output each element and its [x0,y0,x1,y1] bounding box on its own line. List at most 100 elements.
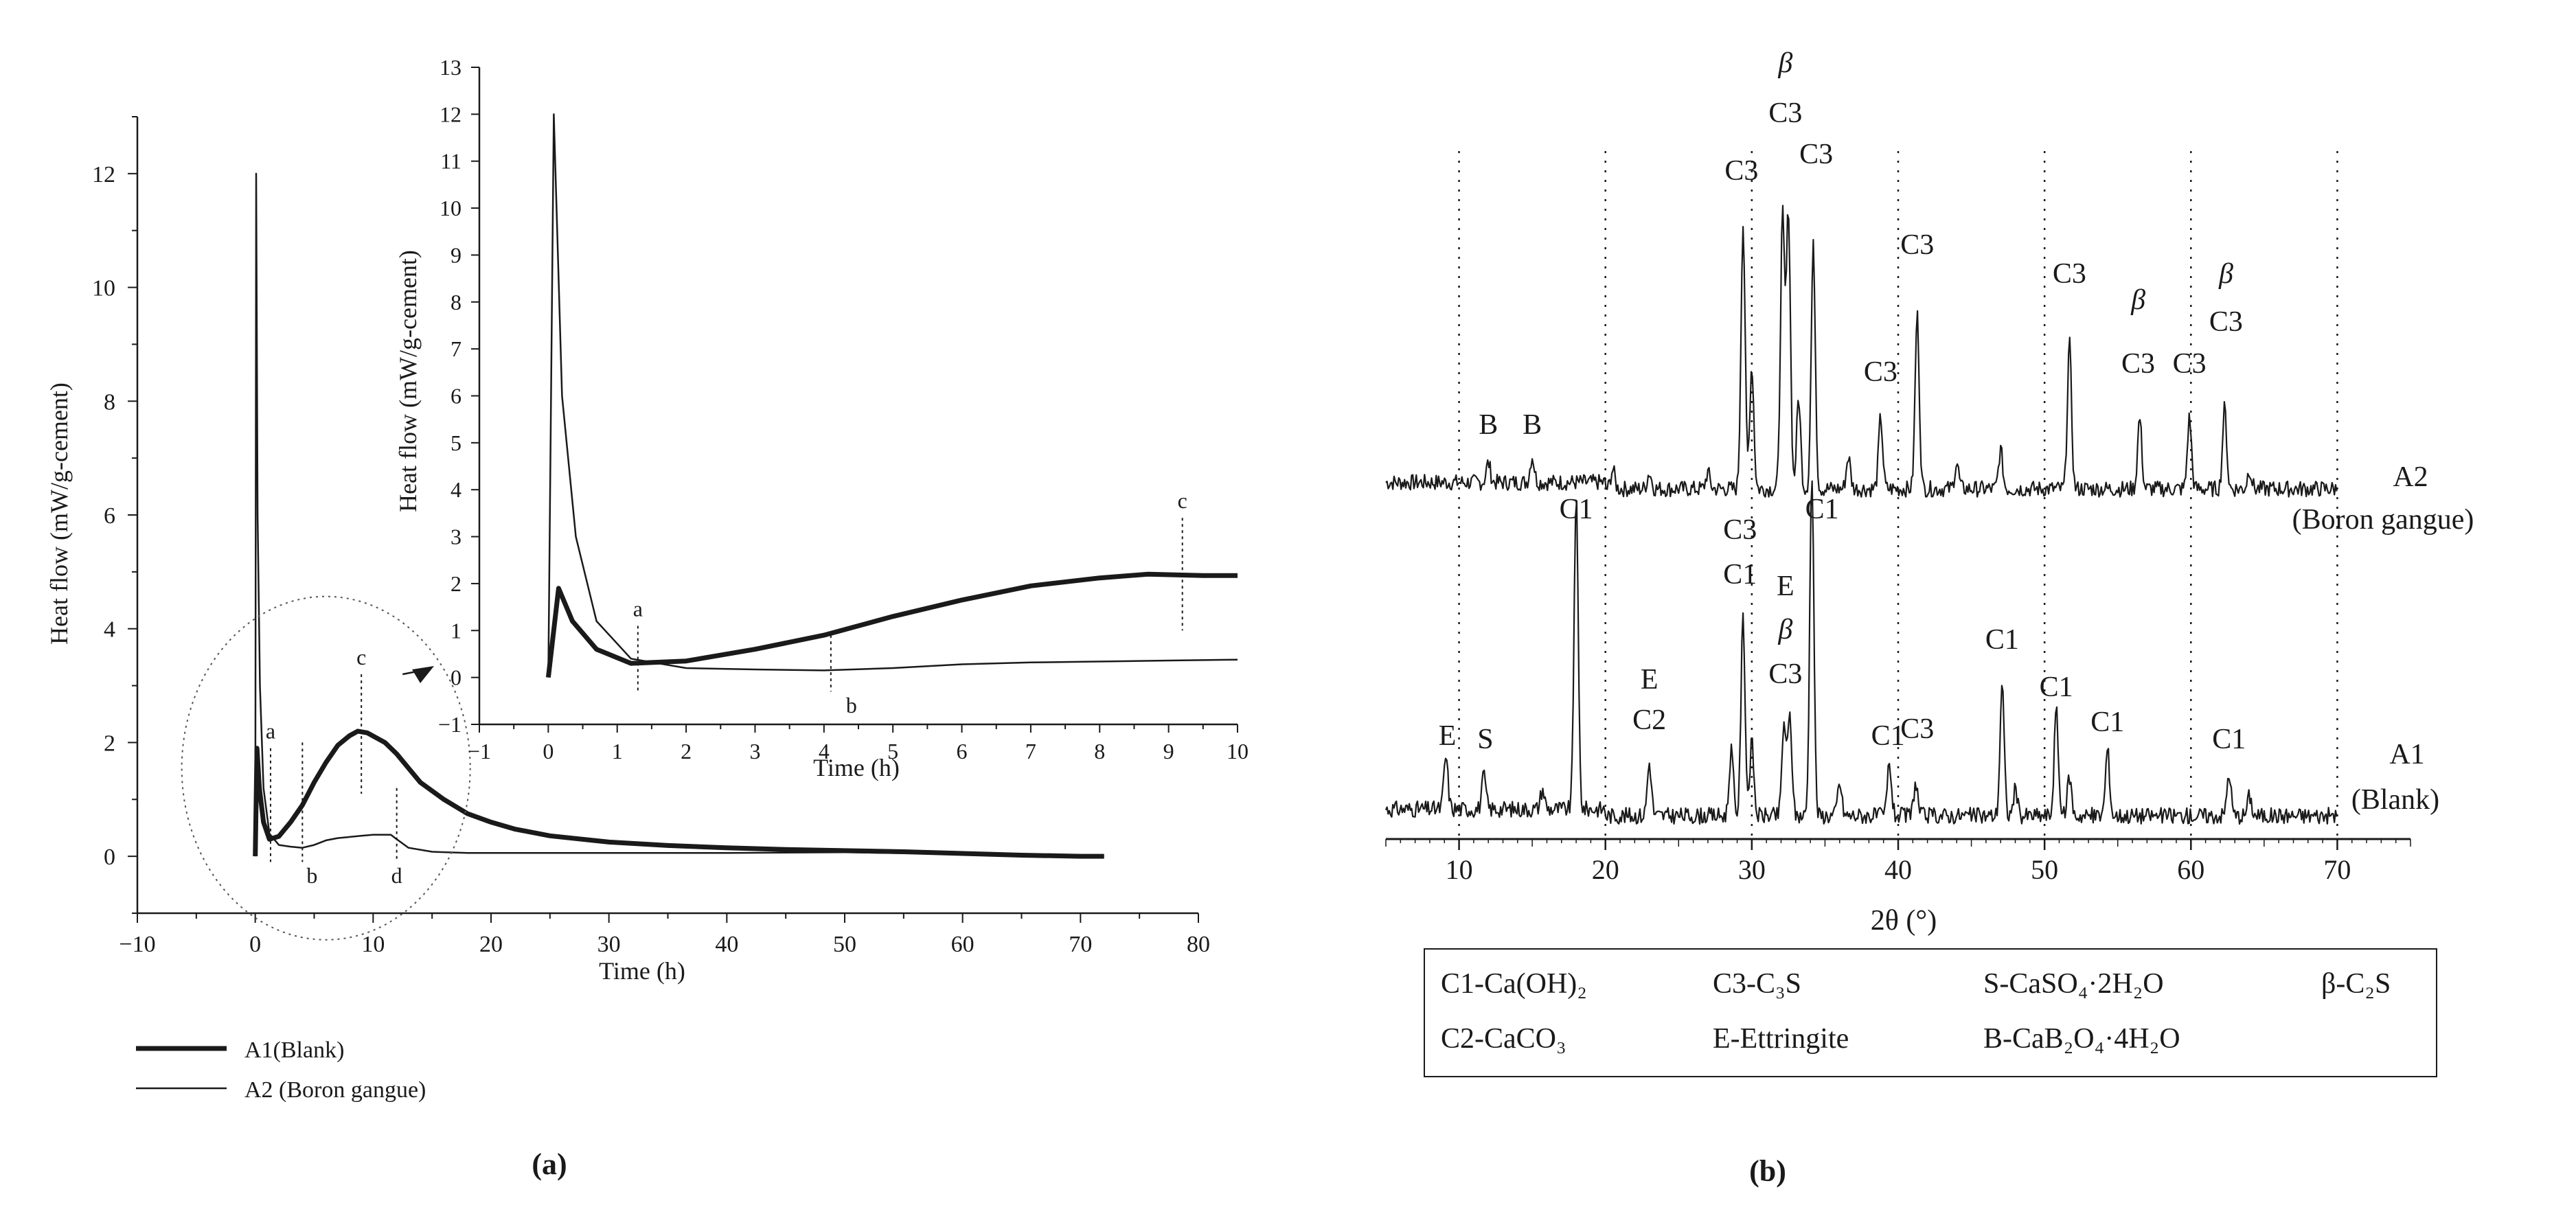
panel-a-label: (a) [532,1147,567,1181]
inset-y-tick-label: 10 [440,196,461,220]
peak-label-a2: β [1777,47,1792,79]
series-a2-line [254,172,1104,858]
inset-marker-label-c: c [1178,488,1187,513]
legend-b: B-CaB₂O₄·4H₂O [1983,1023,2180,1055]
a-y-tick-label: 2 [104,731,115,756]
legend-e: E-Ettringite [1713,1023,1849,1055]
inset-series-a1-line [545,571,1238,678]
inset-x-axis-label: Time (h) [813,754,900,781]
inset-y-tick-label: 11 [440,149,461,174]
inset-x-tick-label: 7 [1025,739,1036,764]
b-x-tick-label: 40 [1884,854,1912,885]
inset-y-tick-label: 13 [440,55,461,80]
a-markers: a b c d [266,645,402,888]
peak-label-a2: C3 [2121,348,2155,380]
peak-label-a2: C3 [1864,356,1897,388]
a-x-tick-label: 20 [479,932,503,957]
a-y-tick-label: 6 [104,503,115,529]
inset-y-tick-label: 2 [451,571,461,596]
peak-label-a2: B [1523,409,1542,441]
b-x-tick-label: 10 [1446,854,1473,885]
legend-label-a1: A1(Blank) [244,1037,344,1063]
a-x-tick-label: 40 [715,932,738,957]
series-label-a2: A2 [2393,461,2428,493]
series-label-a1: A1 [2389,739,2424,770]
panel-b-label: (b) [1749,1154,1786,1188]
peak-label-a1: C3 [1768,658,1802,690]
inset-x-tick-label: −1 [468,739,491,764]
inset-y-tick-label: 9 [451,242,461,267]
peak-label-a2: C3 [2173,348,2207,380]
b-x-tick-label: 70 [2323,854,2351,885]
peak-label-a2: β [2130,284,2145,316]
a-zoom-ellipse [181,595,471,941]
inset-y-tick-label: 5 [451,431,461,455]
peak-label-a2: C3 [2053,258,2086,290]
b-legend-frame [1424,948,2437,1077]
inset-y-tick-label: 6 [451,384,461,409]
inset-series-a2-line [547,113,1238,678]
a-y-tick-label: 12 [92,162,115,187]
a-x-tick-label: −10 [119,932,155,957]
inset-x-tick-label: 0 [543,739,554,764]
peak-label-a1: C1 [2040,672,2073,703]
inset-x-tick-label: 10 [1227,739,1249,764]
a-x-axis-label: Time (h) [599,957,685,985]
inset-y-tick-label: 0 [451,665,461,690]
inset-x-tick-label: 1 [612,739,623,764]
inset-x-tick-label: 2 [681,739,692,764]
peak-label-a1: E [1777,571,1794,602]
peak-label-a2: C3 [2209,306,2243,338]
inset-marker-label-b: b [846,693,857,718]
a-x-tick-label: 50 [833,932,856,957]
a-x-tick-label: 80 [1187,932,1210,957]
a-x-tick-label: 70 [1069,932,1092,957]
inset-y-tick-label: 4 [451,477,461,502]
legend-c2: C2-CaCO₃ [1441,1023,1566,1055]
inset-x-tick-label: 3 [749,739,760,764]
peak-label-a2: C3 [1724,155,1758,187]
peak-label-a2: β [2218,258,2233,290]
a-y-tick-label: 10 [92,276,115,301]
a-x-tick-label: 60 [951,932,974,957]
zoom-ellipse [181,595,471,941]
inset-y-tick-label: 8 [451,290,461,314]
b-axes: 10 20 30 40 50 60 70 [1385,838,2411,885]
inset-marker-label-a: a [633,596,643,621]
inset-x-tick-label: 4 [819,739,830,764]
b-legend-box: C1-Ca(OH)₂ C3-C₃S S-CaSO₄·2H₂O β-C₂S C2-… [1424,948,2437,1077]
peak-label-a1: E [1439,720,1457,752]
peak-label-a1: C1 [1805,494,1839,525]
a-series [253,172,1104,859]
marker-label-d: d [391,863,402,888]
legend-beta: β-C₂S [2321,968,2391,1000]
series-a2-pattern [1385,205,2338,498]
inset-x-tick-label: 9 [1163,739,1174,764]
peak-label-a1: C1 [2090,707,2124,738]
peak-label-a1: C3 [1723,514,1757,546]
a-y-tick-label: 8 [104,389,115,415]
a-legend: A1(Blank) A2 (Boron gangue) [136,1037,426,1103]
zoom-arrow-head [412,666,434,683]
series-label-a1-sub: (Blank) [2351,784,2439,816]
peak-label-a1: S [1477,724,1493,755]
peak-label-a1: C1 [1723,559,1757,590]
peak-label-a1: C1 [1871,720,1905,752]
b-x-axis-label: 2θ (°) [1871,905,1937,937]
inset-y-tick-label: 12 [440,102,461,126]
b-series [1384,205,2338,825]
legend-c1: C1-Ca(OH)₂ [1441,968,1587,1000]
inset-y-tick-label: 1 [451,618,461,643]
series-label-a2-sub: (Boron gangue) [2292,504,2474,536]
a-y-axis-label: Heat flow (mW/g-cement) [45,382,73,645]
a-x-tick-label: 30 [597,932,621,957]
peak-label-a1: β [1777,614,1792,645]
inset-x-tick-label: 5 [887,739,898,764]
series-a1-pattern [1384,480,2338,825]
inset-y-axis-label: Heat flow (mW/g-cement) [394,250,422,512]
peak-label-a2: C3 [1799,139,1833,170]
b-x-tick-label: 20 [1592,854,1619,885]
